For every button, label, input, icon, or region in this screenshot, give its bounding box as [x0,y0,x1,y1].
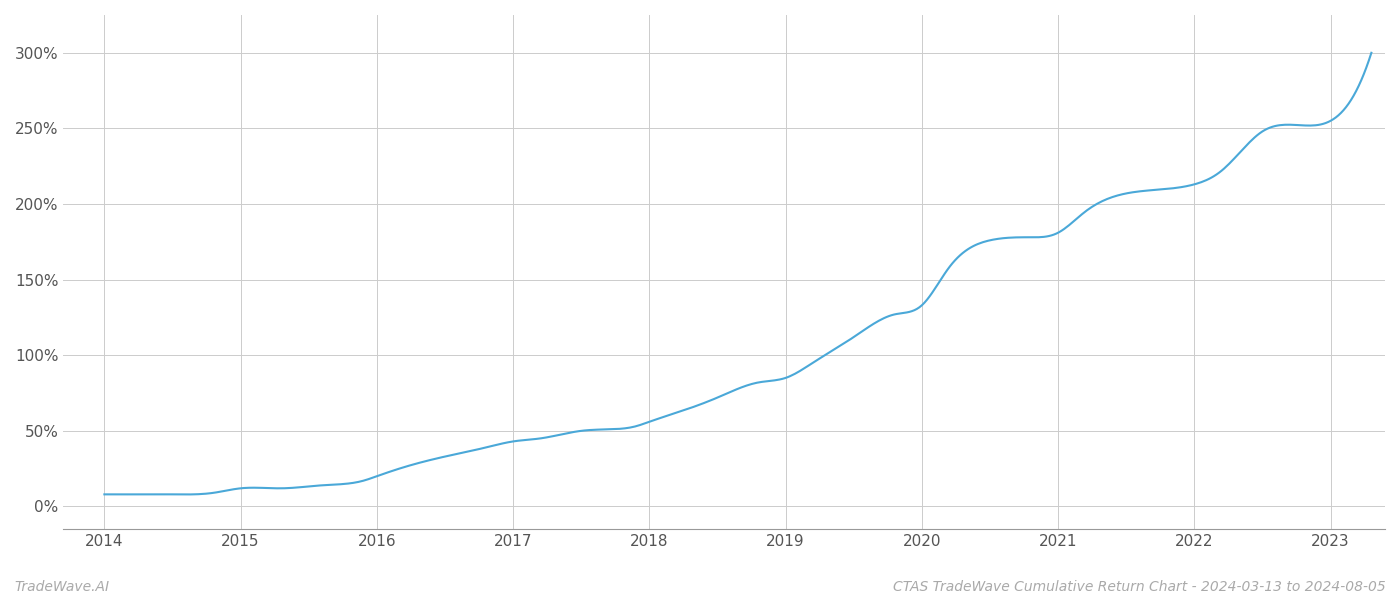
Text: TradeWave.AI: TradeWave.AI [14,580,109,594]
Text: CTAS TradeWave Cumulative Return Chart - 2024-03-13 to 2024-08-05: CTAS TradeWave Cumulative Return Chart -… [893,580,1386,594]
